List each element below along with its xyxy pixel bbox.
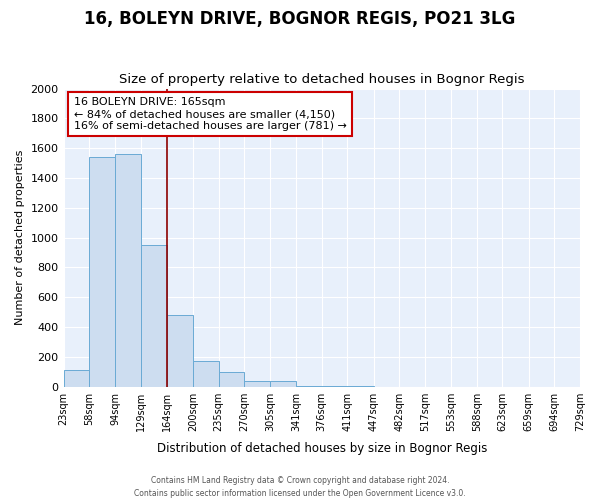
X-axis label: Distribution of detached houses by size in Bognor Regis: Distribution of detached houses by size …	[157, 442, 487, 455]
Y-axis label: Number of detached properties: Number of detached properties	[15, 150, 25, 326]
Text: Contains HM Land Registry data © Crown copyright and database right 2024.
Contai: Contains HM Land Registry data © Crown c…	[134, 476, 466, 498]
Bar	[141, 245, 167, 386]
Bar	[244, 382, 270, 386]
Bar	[64, 370, 89, 386]
Bar	[167, 315, 193, 386]
Title: Size of property relative to detached houses in Bognor Regis: Size of property relative to detached ho…	[119, 73, 524, 86]
Bar	[218, 372, 244, 386]
Bar	[193, 360, 218, 386]
Bar	[115, 154, 141, 386]
Bar	[270, 382, 296, 386]
Text: 16 BOLEYN DRIVE: 165sqm
← 84% of detached houses are smaller (4,150)
16% of semi: 16 BOLEYN DRIVE: 165sqm ← 84% of detache…	[74, 98, 347, 130]
Bar	[89, 157, 115, 386]
Text: 16, BOLEYN DRIVE, BOGNOR REGIS, PO21 3LG: 16, BOLEYN DRIVE, BOGNOR REGIS, PO21 3LG	[85, 10, 515, 28]
